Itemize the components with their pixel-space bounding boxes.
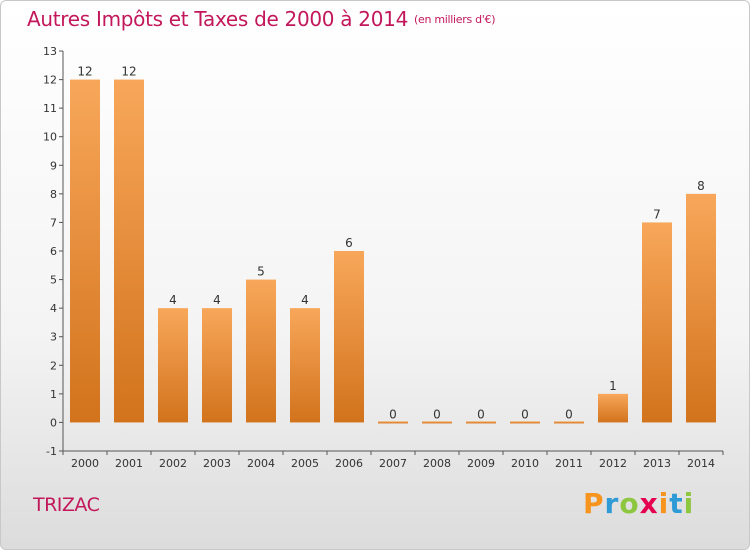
bar — [158, 308, 188, 423]
logo-letter: r — [604, 487, 620, 520]
y-tick-label: 4 — [50, 302, 57, 315]
bar — [510, 421, 540, 424]
bar — [290, 308, 320, 423]
x-tick-label: 2014 — [687, 457, 715, 470]
chart-unit: (en milliers d'€) — [414, 13, 496, 26]
x-tick-label: 2003 — [203, 457, 231, 470]
bar-value-label: 12 — [77, 65, 92, 79]
bar-value-label: 5 — [257, 265, 265, 279]
x-tick-label: 2009 — [467, 457, 495, 470]
bar — [70, 79, 100, 423]
bar — [334, 251, 364, 423]
logo-letter: i — [658, 487, 670, 520]
y-tick-label: 5 — [50, 274, 57, 287]
bar — [642, 222, 672, 423]
bar — [466, 421, 496, 424]
logo-letter: x — [639, 487, 659, 520]
bar — [114, 79, 144, 423]
bar-value-label: 0 — [565, 407, 573, 421]
logo-letter: t — [669, 487, 684, 520]
x-tick-label: 2011 — [555, 457, 583, 470]
bar-value-label: 4 — [213, 293, 221, 307]
bar-value-label: 12 — [121, 65, 136, 79]
y-tick-label: 2 — [50, 359, 57, 372]
x-tick-label: 2010 — [511, 457, 539, 470]
y-tick-label: 11 — [43, 102, 57, 115]
bar-value-label: 0 — [521, 407, 529, 421]
x-tick-label: 2002 — [159, 457, 187, 470]
x-tick-label: 2000 — [71, 457, 99, 470]
x-tick-label: 2004 — [247, 457, 275, 470]
bar — [686, 193, 716, 423]
x-tick-label: 2008 — [423, 457, 451, 470]
y-tick-label: 12 — [43, 74, 57, 87]
y-tick-label: 7 — [50, 216, 57, 229]
bar-value-label: 6 — [345, 236, 353, 250]
y-tick-label: 0 — [50, 416, 57, 429]
bar-value-label: 0 — [477, 407, 485, 421]
y-tick-label: 13 — [43, 45, 57, 58]
commune-name: TRIZAC — [33, 494, 100, 516]
logo-letter: P — [583, 487, 605, 520]
y-tick-label: 8 — [50, 188, 57, 201]
y-tick-label: -1 — [46, 445, 57, 458]
x-tick-label: 2001 — [115, 457, 143, 470]
bar — [554, 421, 584, 424]
bar-value-label: 0 — [433, 407, 441, 421]
bar — [378, 421, 408, 424]
bar-value-label: 0 — [389, 407, 397, 421]
x-tick-label: 2013 — [643, 457, 671, 470]
logo-letter: i — [683, 487, 695, 520]
bar-value-label: 4 — [301, 293, 309, 307]
proxiti-logo: Proxiti — [583, 487, 694, 520]
bar — [598, 393, 628, 423]
y-tick-label: 3 — [50, 331, 57, 344]
y-tick-label: 6 — [50, 245, 57, 258]
bar-value-label: 4 — [169, 293, 177, 307]
bar-value-label: 8 — [697, 179, 705, 193]
chart-title: Autres Impôts et Taxes de 2000 à 2014 (en… — [27, 7, 495, 31]
chart-title-text: Autres Impôts et Taxes de 2000 à 2014 — [27, 7, 408, 31]
bar-value-label: 1 — [609, 379, 617, 393]
x-tick-label: 2012 — [599, 457, 627, 470]
bars — [70, 79, 716, 424]
logo-letter: o — [619, 487, 640, 520]
y-tick-label: 9 — [50, 159, 57, 172]
y-tick-label: 1 — [50, 388, 57, 401]
bar — [246, 279, 276, 423]
x-tick-label: 2007 — [379, 457, 407, 470]
data-labels: 12 12 4 4 5 4 6 0 0 0 0 0 1 7 8 — [77, 65, 704, 422]
bar — [422, 421, 452, 424]
x-tick-label: 2006 — [335, 457, 363, 470]
bar — [202, 308, 232, 423]
x-tick-label: 2005 — [291, 457, 319, 470]
y-tick-label: 10 — [43, 131, 57, 144]
bar-value-label: 7 — [653, 207, 661, 221]
